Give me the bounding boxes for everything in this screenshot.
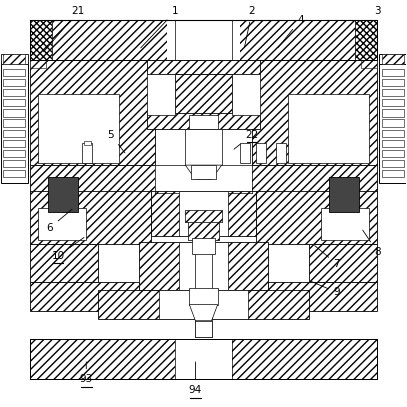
Bar — [188, 222, 219, 240]
Bar — [192, 238, 215, 254]
Bar — [1, 54, 28, 64]
Bar — [179, 242, 228, 291]
Text: 3: 3 — [374, 7, 381, 51]
Bar — [3, 109, 25, 116]
Bar — [3, 160, 25, 167]
Bar — [382, 119, 404, 127]
Bar — [188, 115, 219, 129]
Bar — [382, 170, 404, 177]
Bar — [30, 60, 46, 68]
Text: 4: 4 — [278, 15, 304, 48]
Bar — [84, 141, 91, 145]
Bar — [195, 321, 212, 337]
Bar — [3, 69, 25, 76]
Text: 6: 6 — [46, 209, 72, 233]
Bar — [3, 129, 25, 137]
Bar — [276, 143, 287, 163]
Bar — [379, 54, 406, 64]
Bar — [195, 216, 212, 337]
Bar — [321, 208, 369, 240]
Text: 7: 7 — [315, 246, 340, 269]
Bar — [382, 160, 404, 167]
Bar — [38, 208, 86, 240]
Bar — [185, 210, 222, 222]
Bar — [3, 140, 25, 147]
Bar — [329, 177, 359, 212]
Text: 2: 2 — [245, 7, 255, 47]
Bar — [382, 109, 404, 116]
Bar — [151, 191, 256, 236]
Bar — [382, 54, 404, 64]
Bar — [191, 165, 216, 179]
Bar — [189, 289, 218, 304]
Bar — [382, 129, 404, 137]
Bar — [167, 20, 240, 60]
Text: 1: 1 — [141, 7, 179, 48]
Bar — [382, 140, 404, 147]
Bar — [159, 291, 248, 319]
Bar — [289, 94, 369, 163]
Bar — [175, 74, 232, 115]
Bar — [256, 191, 377, 244]
Text: 93: 93 — [80, 362, 93, 384]
Bar — [30, 339, 377, 379]
Bar — [382, 99, 404, 107]
Bar — [361, 60, 377, 68]
Bar — [188, 222, 219, 240]
Bar — [30, 244, 98, 282]
Bar — [48, 177, 78, 212]
Polygon shape — [189, 304, 218, 321]
Bar — [240, 143, 250, 163]
Bar — [382, 150, 404, 157]
Bar — [185, 210, 222, 222]
Bar — [147, 74, 175, 115]
Bar — [3, 170, 25, 177]
Polygon shape — [185, 165, 222, 179]
Bar — [30, 20, 377, 60]
Bar — [147, 113, 260, 129]
Bar — [382, 79, 404, 86]
Bar — [175, 20, 232, 60]
Bar — [1, 62, 28, 183]
Text: 94: 94 — [189, 362, 202, 395]
Bar — [179, 191, 228, 236]
Bar — [3, 79, 25, 86]
Text: 5: 5 — [107, 130, 125, 153]
Text: 22: 22 — [234, 130, 258, 149]
Bar — [256, 143, 266, 163]
Bar — [98, 291, 309, 319]
Bar — [3, 119, 25, 127]
Bar — [155, 165, 252, 193]
Bar — [147, 60, 260, 74]
Bar — [309, 244, 377, 282]
Bar — [3, 150, 25, 157]
Bar — [30, 20, 52, 60]
Bar — [175, 339, 232, 379]
Bar — [379, 62, 406, 183]
Bar — [3, 54, 25, 64]
Bar — [3, 89, 25, 96]
Bar — [252, 60, 377, 165]
Bar — [355, 20, 377, 60]
Bar — [268, 282, 377, 311]
Bar — [185, 129, 222, 165]
Text: 21: 21 — [44, 7, 85, 52]
Bar — [82, 143, 92, 163]
Bar — [3, 99, 25, 107]
Bar — [30, 165, 377, 193]
Bar — [30, 191, 151, 244]
Bar — [139, 242, 268, 291]
Text: 10: 10 — [51, 237, 84, 261]
Bar — [30, 60, 155, 165]
Bar — [382, 89, 404, 96]
Bar — [38, 94, 118, 163]
Bar — [382, 69, 404, 76]
Bar — [30, 282, 139, 311]
Bar — [232, 74, 260, 115]
Text: 8: 8 — [363, 230, 381, 257]
Text: 9: 9 — [311, 281, 340, 298]
